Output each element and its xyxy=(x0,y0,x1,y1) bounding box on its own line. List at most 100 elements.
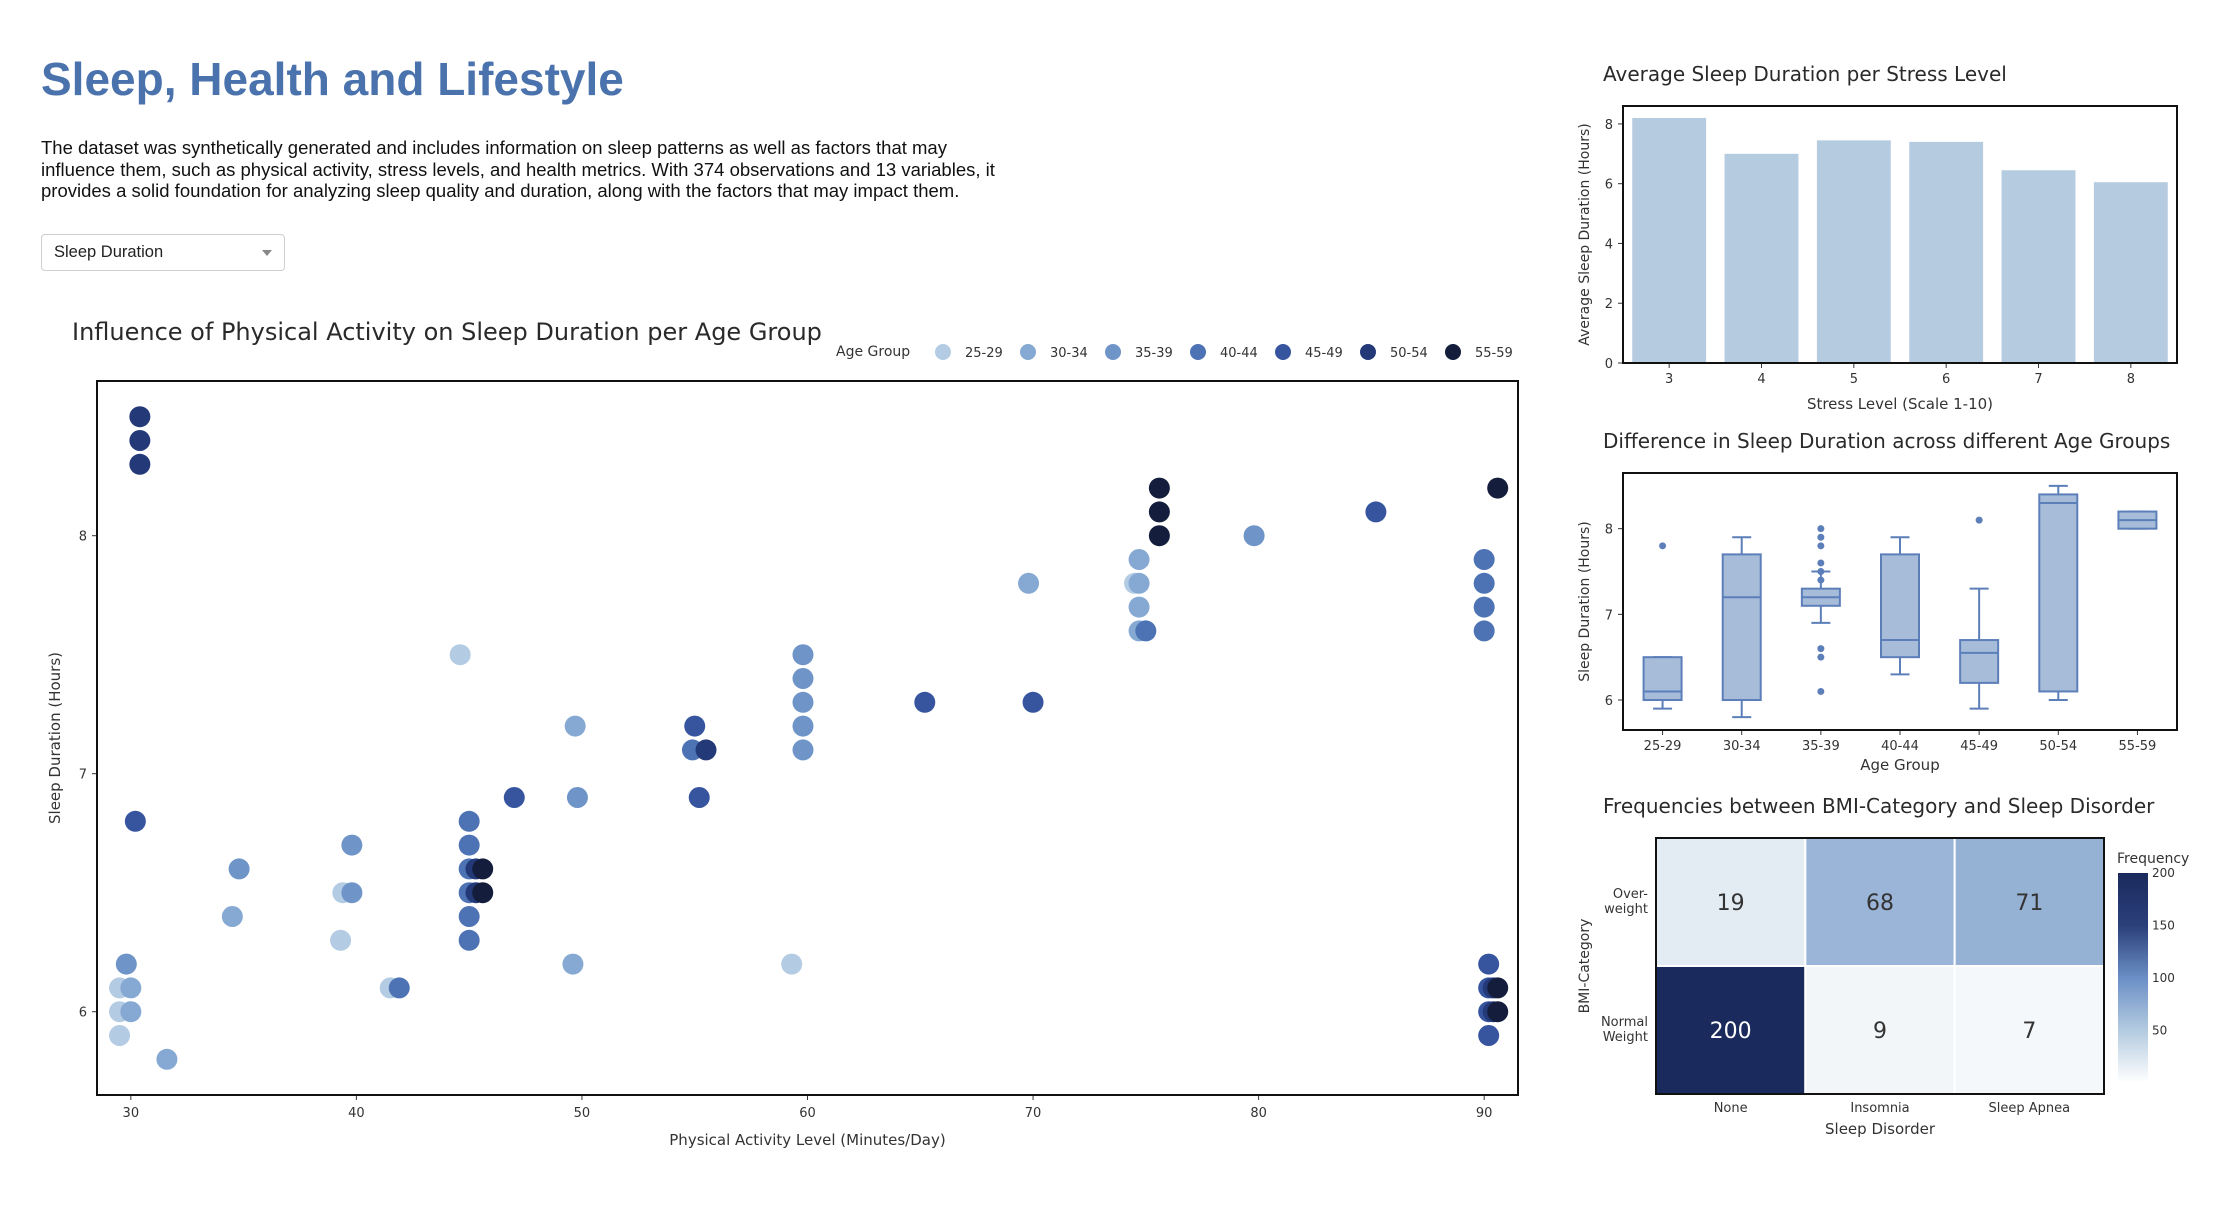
heatmap-y-tick-label: Over- xyxy=(1613,887,1648,902)
legend-label-55-59: 55-59 xyxy=(1475,346,1513,361)
box-y-tick-label: 6 xyxy=(1605,694,1613,709)
legend-label-25-29: 25-29 xyxy=(965,346,1003,361)
heatmap-title: Frequencies between BMI-Category and Sle… xyxy=(1603,794,2155,818)
bar-title: Average Sleep Duration per Stress Level xyxy=(1603,62,2007,86)
scatter-point-25-29 xyxy=(781,953,803,975)
box-outlier xyxy=(1817,576,1825,584)
box-x-tick-label: 40-44 xyxy=(1881,739,1919,754)
bar-x-tick-label: 8 xyxy=(2127,372,2135,387)
box-outlier xyxy=(1817,559,1825,567)
heatmap-cell-value: 7 xyxy=(2022,1019,2036,1044)
scatter-y-tick-label: 8 xyxy=(79,530,87,545)
box-outlier xyxy=(1975,516,1983,524)
scatter-point-25-29 xyxy=(109,977,131,999)
scatter-point-30-34 xyxy=(562,953,584,975)
box-outlier xyxy=(1817,653,1825,661)
scatter-point-45-49 xyxy=(124,810,146,832)
bar-x-tick-label: 4 xyxy=(1757,372,1765,387)
bar-y-tick-label: 4 xyxy=(1605,237,1613,252)
scatter-point-30-34 xyxy=(1018,572,1040,594)
box-x-tick-label: 55-59 xyxy=(2119,739,2157,754)
scatter-point-45-49 xyxy=(503,787,525,808)
scatter-point-45-49 xyxy=(1022,691,1044,713)
bar-x-tick-label: 7 xyxy=(2034,372,2042,387)
box-title: Difference in Sleep Duration across diff… xyxy=(1603,429,2170,453)
legend-label-30-34: 30-34 xyxy=(1050,346,1088,361)
scatter-x-tick-label: 30 xyxy=(123,1106,140,1121)
scatter-point-35-39 xyxy=(792,691,814,713)
heatmap-x-tick-label: Sleep Apnea xyxy=(1989,1101,2071,1116)
scatter-x-axis-label: Physical Activity Level (Minutes/Day) xyxy=(669,1131,945,1149)
scatter-point-25-29 xyxy=(1124,572,1146,594)
bar-y-axis-label: Average Sleep Duration (Hours) xyxy=(1577,123,1593,345)
scatter-point-50-54 xyxy=(465,858,487,880)
legend-marker-45-49 xyxy=(1275,344,1291,360)
legend-marker-35-39 xyxy=(1105,344,1121,360)
box-55-59 xyxy=(2117,510,2158,530)
scatter-y-axis-label: Sleep Duration (Hours) xyxy=(46,652,64,824)
scatter-y-tick-label: 6 xyxy=(79,1006,87,1021)
box-x-tick-label: 30-34 xyxy=(1723,739,1761,754)
scatter-y-tick-label: 7 xyxy=(79,768,87,783)
scatter-point-40-44 xyxy=(1473,549,1495,570)
bar-x-tick-label: 3 xyxy=(1665,372,1673,387)
scatter-point-40-44 xyxy=(458,906,480,927)
scatter-point-45-49 xyxy=(684,715,706,737)
heatmap-x-tick-label: Insomnia xyxy=(1850,1101,1909,1116)
heatmap-cell-value: 68 xyxy=(1866,891,1894,916)
legend-label-35-39: 35-39 xyxy=(1135,346,1173,361)
scatter-point-50-54 xyxy=(129,453,151,475)
scatter-point-35-39 xyxy=(1243,525,1265,547)
scatter-point-25-29 xyxy=(379,977,401,999)
scatter-point-45-49 xyxy=(1478,953,1500,975)
scatter-point-25-29 xyxy=(109,1025,131,1046)
bar-7 xyxy=(2001,170,2076,363)
box-plot-frame xyxy=(1622,472,2178,731)
scatter-title: Influence of Physical Activity on Sleep … xyxy=(72,318,822,346)
metric-dropdown[interactable]: Sleep Duration xyxy=(41,234,285,271)
box-outlier xyxy=(1659,542,1667,550)
heatmap-y-tick-label: Normal xyxy=(1601,1015,1648,1030)
heatmap-cell-value: 200 xyxy=(1710,1019,1752,1044)
scatter-x-tick-label: 40 xyxy=(348,1106,365,1121)
scatter-point-40-44 xyxy=(458,882,480,904)
scatter-point-25-29 xyxy=(449,644,471,666)
scatter-plot-frame xyxy=(96,380,1519,1096)
colorbar-tick-label: 200 xyxy=(2152,866,2175,880)
box-35-39 xyxy=(1800,587,1841,607)
scatter-point-35-39 xyxy=(792,668,814,689)
box-30-34 xyxy=(1721,553,1762,702)
bar-6 xyxy=(1909,141,1984,363)
scatter-x-tick-label: 60 xyxy=(799,1106,816,1121)
scatter-point-40-44 xyxy=(458,810,480,832)
scatter-x-tick-label: 90 xyxy=(1476,1106,1493,1121)
heatmap-cell-value: 9 xyxy=(1873,1019,1887,1044)
heatmap-x-tick-label: None xyxy=(1714,1101,1748,1116)
scatter-point-35-39 xyxy=(115,953,137,975)
heatmap-cell xyxy=(1655,837,1807,967)
bar-x-tick-label: 5 xyxy=(1850,372,1858,387)
legend-marker-25-29 xyxy=(935,344,951,360)
heatmap-cell xyxy=(1953,837,2105,967)
heatmap-x-axis-label: Sleep Disorder xyxy=(1825,1120,1936,1138)
page-title: Sleep, Health and Lifestyle xyxy=(41,53,624,105)
scatter-point-50-54 xyxy=(129,406,151,428)
metric-dropdown-value: Sleep Duration xyxy=(54,243,164,261)
scatter-point-30-34 xyxy=(1128,572,1150,594)
legend-label-50-54: 50-54 xyxy=(1390,346,1428,361)
scatter-point-40-44 xyxy=(458,834,480,856)
bar-y-tick-label: 6 xyxy=(1605,178,1613,193)
scatter-point-55-59 xyxy=(472,882,494,904)
scatter-point-55-59 xyxy=(1487,1001,1509,1023)
scatter-point-50-54 xyxy=(465,882,487,904)
scatter-point-30-34 xyxy=(1128,620,1150,642)
colorbar-tick-label: 50 xyxy=(2152,1024,2167,1038)
scatter-x-tick-label: 70 xyxy=(1025,1106,1042,1121)
heatmap-cell-value: 19 xyxy=(1717,891,1745,916)
legend-marker-55-59 xyxy=(1445,344,1461,360)
box-outlier xyxy=(1817,542,1825,550)
box-outlier xyxy=(1817,533,1825,541)
chevron-down-icon[interactable] xyxy=(262,249,272,256)
heatmap-y-tick-label: Weight xyxy=(1603,1030,1648,1045)
bar-y-tick-label: 0 xyxy=(1605,357,1613,372)
